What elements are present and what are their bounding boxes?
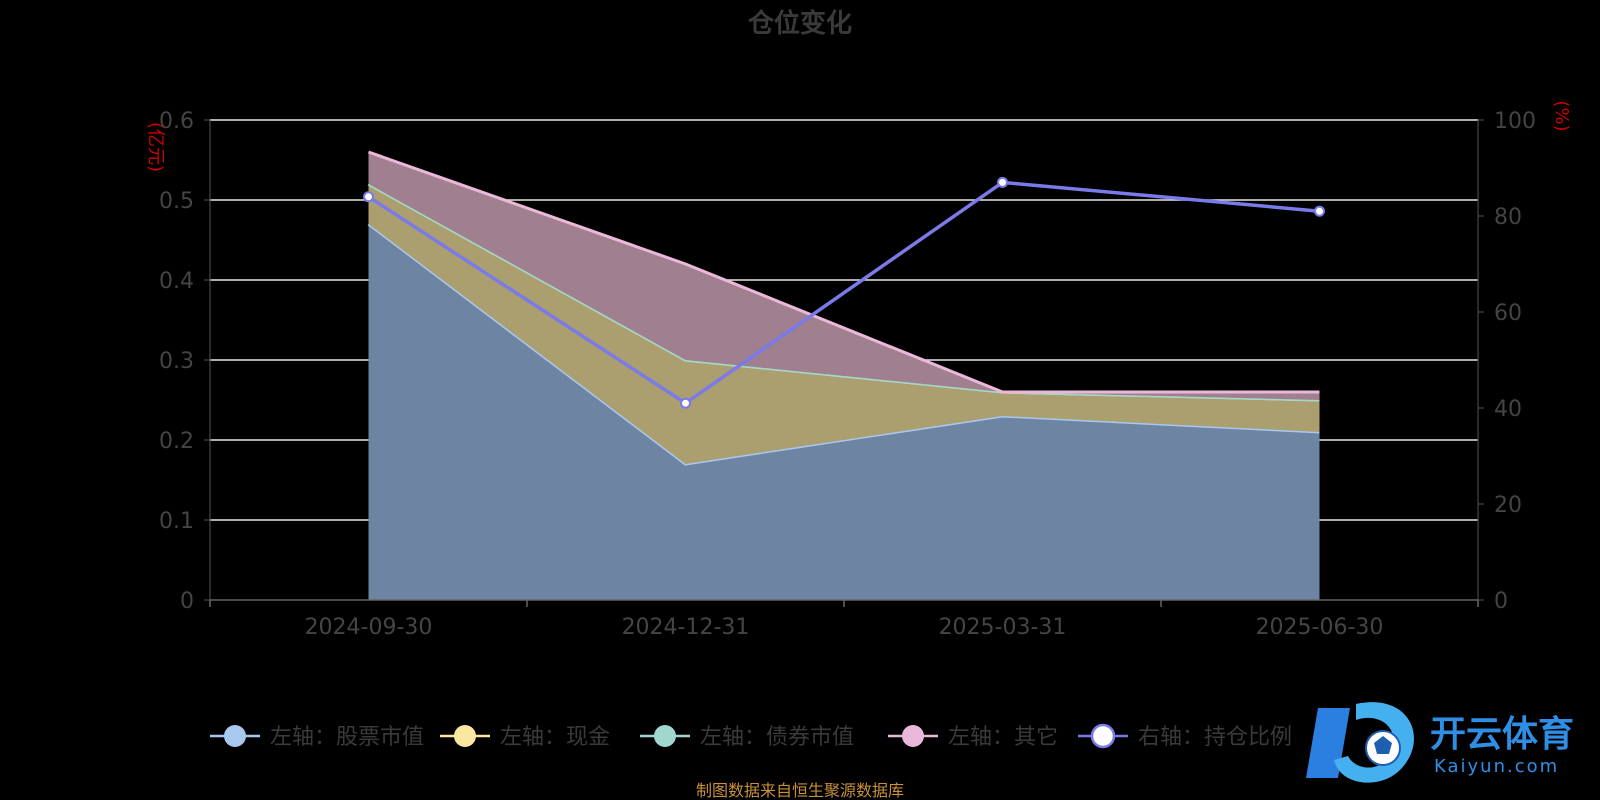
right-axis-tick-label: 0: [1494, 589, 1508, 614]
legend-marker: [902, 725, 924, 747]
legend-item[interactable]: 左轴：债券市值: [640, 725, 854, 750]
legend-label: 左轴：股票市值: [270, 725, 424, 750]
legend-marker: [224, 725, 246, 747]
legend-marker: [1090, 723, 1116, 749]
chart-title: 仓位变化: [747, 8, 852, 39]
source-note: 制图数据来自恒生聚源数据库: [696, 781, 904, 800]
legend-item[interactable]: 右轴：持仓比例: [1078, 723, 1292, 750]
left-axis-tick-label: 0.4: [159, 269, 194, 294]
line-point[interactable]: [1314, 205, 1325, 217]
legend-item[interactable]: 左轴：其它: [888, 725, 1058, 750]
legend-marker: [654, 725, 676, 747]
line-series-layer: [363, 176, 1325, 409]
axes: 0 0.1 0.2 0.3 0.4 0.5 0.6 0 20 40 60 80 100 2024-09-3…: [159, 109, 1536, 640]
left-axis-tick-label: 0: [180, 589, 194, 614]
legend-item[interactable]: 左轴：现金: [440, 725, 610, 750]
legend-label: 左轴：现金: [500, 725, 610, 750]
line-point[interactable]: [680, 397, 691, 409]
x-axis-tick-label: 2024-12-31: [622, 615, 750, 640]
x-axis-tick-label: 2025-03-31: [939, 615, 1067, 640]
right-axis-tick-label: 20: [1494, 493, 1522, 518]
left-axis-tick-label: 0.3: [159, 349, 194, 374]
legend-marker: [454, 725, 476, 747]
area-series-layer: [367, 150, 1320, 600]
left-axis-tick-label: 0.1: [159, 509, 194, 534]
line-point[interactable]: [997, 176, 1008, 188]
x-axis-tick-label: 2025-06-30: [1256, 615, 1384, 640]
legend-label: 左轴：债券市值: [700, 725, 854, 750]
right-axis-unit: (%): [1551, 100, 1572, 131]
kaiyun-watermark: 开云体育 Kaiyun.com: [1306, 702, 1574, 783]
legend: 左轴：股票市值 左轴：现金 左轴：债券市值 左轴：其它 右轴：持仓比例: [210, 723, 1292, 750]
left-axis-unit: (亿元): [145, 122, 166, 172]
legend-label: 右轴：持仓比例: [1138, 725, 1292, 750]
left-axis-tick-label: 0.2: [159, 429, 194, 454]
area-fill-左轴：其它: [368, 152, 1320, 400]
right-axis-tick-label: 60: [1494, 301, 1522, 326]
right-axis-tick-label: 100: [1494, 109, 1536, 134]
watermark-name: 开云体育: [1430, 714, 1574, 755]
kaiyun-logo-icon: [1306, 702, 1414, 783]
line-series-右轴：持仓比例: [367, 180, 1320, 406]
area-edge-左轴：其它: [368, 150, 1320, 394]
area-fill-左轴：股票市值: [368, 224, 1320, 600]
left-axis-tick-label: 0.6: [159, 109, 194, 134]
line-point[interactable]: [363, 191, 374, 203]
watermark-sub: Kaiyun.com: [1434, 756, 1559, 777]
legend-item[interactable]: 左轴：股票市值: [210, 725, 424, 750]
right-axis-tick-label: 40: [1494, 397, 1522, 422]
right-axis-tick-label: 80: [1494, 205, 1522, 230]
legend-label: 左轴：其它: [948, 725, 1058, 750]
left-axis-tick-label: 0.5: [159, 189, 194, 214]
x-axis-tick-label: 2024-09-30: [305, 615, 433, 640]
